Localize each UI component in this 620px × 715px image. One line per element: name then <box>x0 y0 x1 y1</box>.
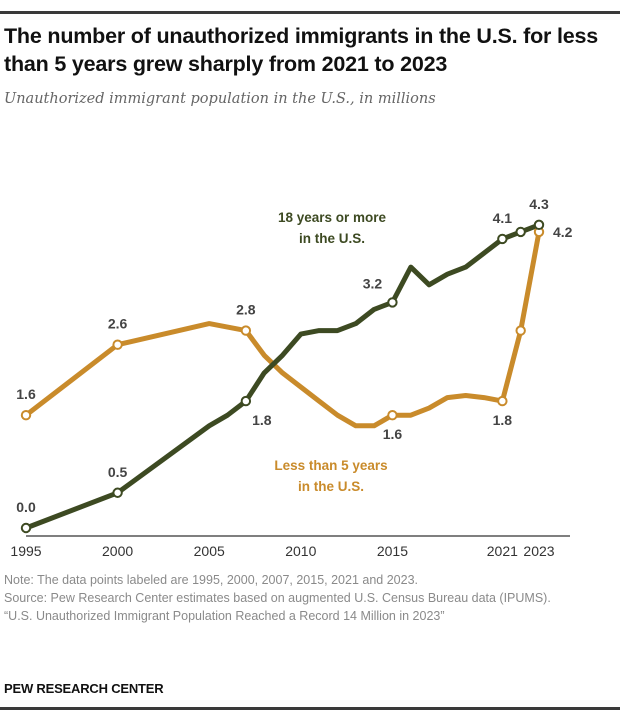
data-label-short-term-2015: 1.6 <box>383 426 403 442</box>
series-name-short-term-line-2: in the U.S. <box>298 479 364 494</box>
data-point-long-term-1995 <box>20 522 32 534</box>
x-tick-label-2000: 2000 <box>102 543 133 559</box>
series-line-short-term <box>23 229 542 429</box>
data-label-short-term-2023: 4.2 <box>553 224 573 240</box>
series-line-long-term <box>23 222 542 531</box>
data-point-long-term-2022 <box>515 226 526 238</box>
data-label-long-term-1995: 0.0 <box>16 499 36 515</box>
series-layer <box>23 222 542 531</box>
x-tick-label-1995: 1995 <box>10 543 41 559</box>
data-label-short-term-2000: 2.6 <box>108 316 128 332</box>
series-name-long-term-line-2: in the U.S. <box>299 231 365 246</box>
data-label-long-term-2007: 1.8 <box>252 412 272 428</box>
note-text: Note: The data points labeled are 1995, … <box>4 573 418 587</box>
data-label-short-term-1995: 1.6 <box>16 386 36 402</box>
data-point-short-term-2000 <box>112 339 123 350</box>
chart-title: The number of unauthorized immigrants in… <box>4 24 599 76</box>
data-label-long-term-2021: 4.1 <box>493 210 513 226</box>
data-label-short-term-2007: 2.8 <box>236 302 256 318</box>
x-axis-ticks: 1995 2000 2005 2010 2015 2021 2023 <box>10 543 554 559</box>
brand-name: PEW RESEARCH CENTER <box>4 681 164 696</box>
data-point-short-term-2007 <box>240 325 252 336</box>
marker-layer <box>20 219 545 534</box>
report-title: “U.S. Unauthorized Immigrant Population … <box>4 609 445 623</box>
x-tick-label-2021: 2021 <box>487 543 518 559</box>
data-point-short-term-2022 <box>515 325 526 336</box>
data-point-long-term-2023 <box>533 219 545 231</box>
data-point-long-term-2015 <box>387 297 398 308</box>
data-point-short-term-1995 <box>20 410 32 421</box>
data-label-long-term-2015: 3.2 <box>363 275 383 291</box>
series-name-short-term-line-1: Less than 5 years <box>274 458 387 473</box>
chart-subtitle: Unauthorized immigrant population in the… <box>4 91 436 107</box>
bottom-rule <box>0 707 620 710</box>
data-label-long-term-2000: 0.5 <box>108 464 128 480</box>
data-point-short-term-2021 <box>497 395 508 407</box>
chart-notes: Note: The data points labeled are 1995, … <box>4 571 616 625</box>
x-tick-label-2005: 2005 <box>194 543 225 559</box>
label-layer: 0.0 0.5 1.8 3.2 4.1 4.3 1.6 2.6 2.8 1.6 1.8 4.2 18 y… <box>16 196 572 515</box>
data-point-short-term-2015 <box>387 410 398 421</box>
data-point-long-term-2021 <box>497 233 508 245</box>
x-tick-label-2010: 2010 <box>285 543 316 559</box>
x-tick-label-2023: 2023 <box>523 543 554 559</box>
source-text: Source: Pew Research Center estimates ba… <box>4 591 551 605</box>
data-point-long-term-2000 <box>112 487 123 498</box>
series-name-long-term-line-1: 18 years or more <box>278 210 387 225</box>
data-point-long-term-2007 <box>240 395 252 407</box>
line-chart: 0.0 0.5 1.8 3.2 4.1 4.3 1.6 2.6 2.8 1.6 1.8 4.2 18 y… <box>10 196 572 559</box>
top-rule <box>0 11 620 14</box>
x-tick-label-2015: 2015 <box>377 543 408 559</box>
data-label-short-term-2021: 1.8 <box>493 412 513 428</box>
data-label-long-term-2023: 4.3 <box>529 196 549 212</box>
